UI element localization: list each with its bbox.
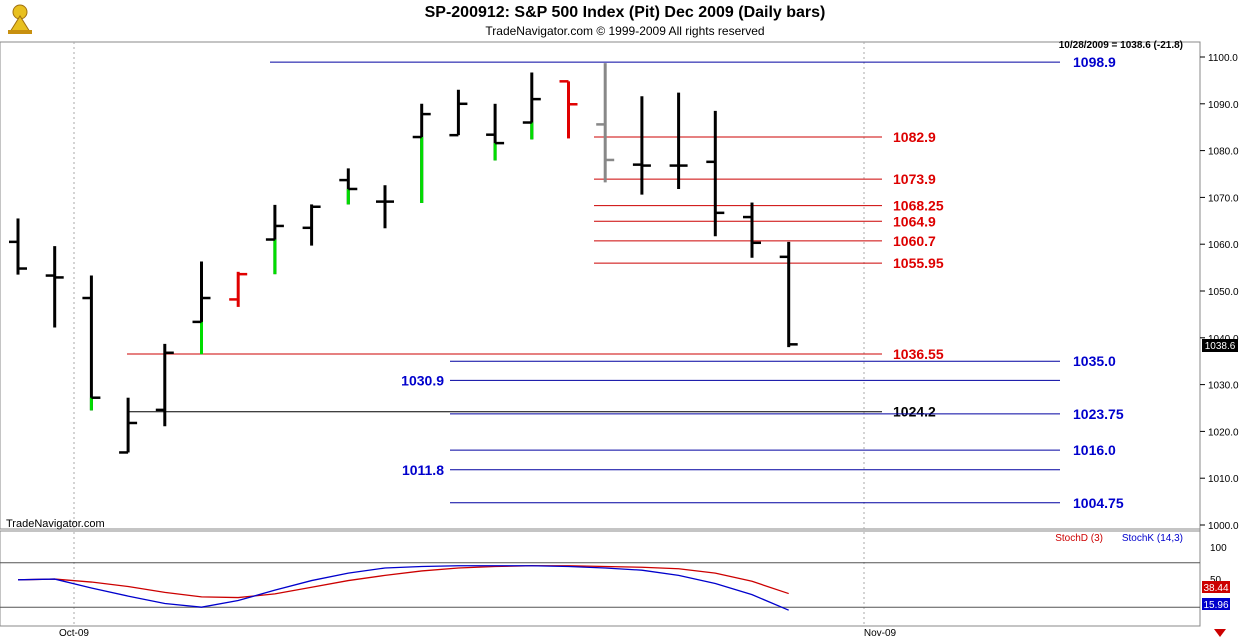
level-label: 1055.95 (893, 255, 944, 271)
level-label: 1016.0 (1073, 442, 1116, 458)
level-label: 1024.2 (893, 404, 936, 420)
level-label: 1064.9 (893, 213, 936, 229)
price-bars (9, 63, 798, 454)
y-tick-label: 1020.0 (1208, 427, 1239, 438)
y-tick-label: 1050.0 (1208, 287, 1239, 298)
ohlc-bar (119, 397, 138, 454)
ohlc-bar (265, 204, 284, 275)
level-label: 1073.9 (893, 171, 936, 187)
y-tick-label: 1080.0 (1208, 147, 1239, 158)
scroll-down-icon[interactable] (1214, 629, 1226, 637)
stochk-line (17, 565, 789, 611)
stochk-last-box (1202, 598, 1230, 610)
y-tick-label: 1000.0 (1208, 521, 1239, 532)
ohlc-bar (45, 246, 64, 328)
stochd-line (17, 565, 789, 599)
y-tick-label: 1060.0 (1208, 240, 1239, 251)
stochd-last-box (1202, 581, 1230, 593)
ohlc-bar (9, 218, 27, 275)
x-tick-label-oct: Oct-09 (59, 628, 89, 639)
ohlc-bar (449, 89, 468, 137)
stoch-panel-border (0, 530, 1201, 627)
ohlc-bar (339, 168, 358, 205)
level-label: 1004.75 (1073, 495, 1124, 511)
ohlc-bar (412, 103, 431, 204)
level-label: 1011.8 (402, 462, 444, 478)
y-tick-label: 1070.0 (1208, 193, 1239, 204)
price-panel-border (0, 41, 1201, 530)
level-label: 1068.25 (893, 198, 944, 214)
watermark: TradeNavigator.com (6, 518, 105, 530)
ohlc-bar (302, 204, 321, 246)
last-price-label: 1038.6 (1205, 341, 1236, 352)
last-price-box (1202, 339, 1238, 352)
x-tick-label-nov: Nov-09 (864, 628, 897, 639)
level-label: 1035.0 (1073, 353, 1116, 369)
ohlc-bar (632, 96, 651, 195)
legend-stochk: StochK (14,3) (1122, 533, 1183, 544)
stoch-y-tick-50: 50 (1210, 575, 1222, 586)
y-tick-label: 1010.0 (1208, 474, 1239, 485)
stochastic-panel (0, 562, 1200, 611)
level-label: 1082.9 (893, 129, 936, 145)
ohlc-bar (559, 80, 578, 139)
ohlc-bar (743, 202, 761, 258)
stochk-last-value: 15.96 (1203, 600, 1228, 611)
chart-title: SP-200912: S&P 500 Index (Pit) Dec 2009 … (424, 4, 826, 21)
y-tick-label: 1100.0 (1208, 53, 1238, 64)
stoch-y-tick-100: 100 (1210, 543, 1227, 554)
ohlc-bar (779, 241, 798, 348)
level-label: 1060.7 (893, 233, 936, 249)
last-readout: 10/28/2009 = 1038.6 (-21.8) (1059, 40, 1183, 51)
y-axis-ticks: 1100.01090.01080.01070.01060.01050.01040… (1200, 53, 1239, 532)
tradenavigator-logo-icon (8, 4, 32, 34)
ohlc-bar (596, 63, 615, 183)
chart-subtitle: TradeNavigator.com © 1999-2009 All right… (485, 24, 765, 38)
ohlc-bar (522, 72, 541, 140)
level-label: 1023.75 (1073, 406, 1124, 422)
ohlc-bar (155, 343, 174, 427)
ohlc-bar (229, 271, 248, 307)
ohlc-bar (192, 261, 211, 355)
ohlc-bar (486, 103, 505, 161)
level-label: 1098.9 (1073, 54, 1116, 70)
level-label: 1030.9 (401, 372, 444, 388)
stochd-last-value: 38.44 (1203, 583, 1228, 594)
level-label: 1036.55 (893, 346, 944, 362)
y-tick-label: 1030.0 (1208, 381, 1239, 392)
ohlc-bar (706, 110, 725, 237)
legend-stochd: StochD (3) (1055, 533, 1103, 544)
ohlc-bar (82, 275, 101, 411)
ohlc-bar (376, 185, 394, 229)
ohlc-bar (669, 92, 688, 189)
y-tick-label: 1090.0 (1208, 100, 1239, 111)
